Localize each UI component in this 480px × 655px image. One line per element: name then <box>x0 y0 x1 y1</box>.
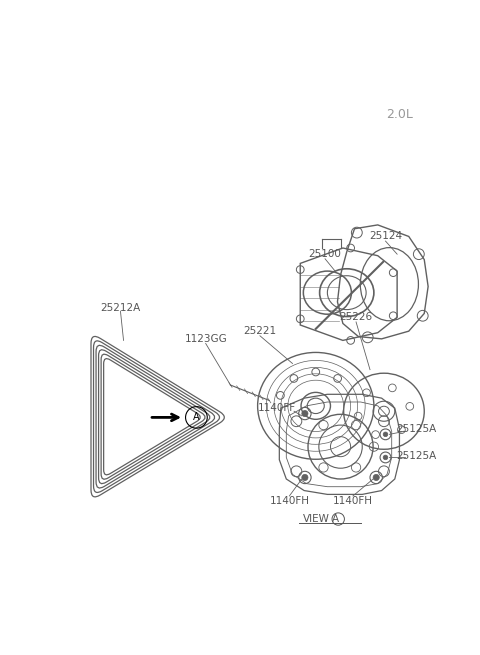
Text: 25100: 25100 <box>309 249 341 259</box>
Text: 1123GG: 1123GG <box>184 334 227 344</box>
Circle shape <box>373 474 379 481</box>
Text: A: A <box>193 413 200 422</box>
Text: A: A <box>332 514 339 524</box>
Circle shape <box>383 432 388 437</box>
Circle shape <box>383 455 388 460</box>
Text: 25221: 25221 <box>243 326 276 336</box>
Circle shape <box>302 474 308 481</box>
Circle shape <box>302 411 308 417</box>
Text: 25125A: 25125A <box>396 451 437 461</box>
Text: VIEW: VIEW <box>303 514 330 524</box>
Text: 2.0L: 2.0L <box>386 108 413 121</box>
Text: 25125A: 25125A <box>396 424 437 434</box>
Text: 25226: 25226 <box>339 312 372 322</box>
Text: 1140FF: 1140FF <box>258 403 296 413</box>
Text: 1140FH: 1140FH <box>333 496 373 506</box>
Text: 1140FH: 1140FH <box>269 496 310 506</box>
Text: 25212A: 25212A <box>100 303 141 313</box>
Text: 25124: 25124 <box>369 231 402 242</box>
